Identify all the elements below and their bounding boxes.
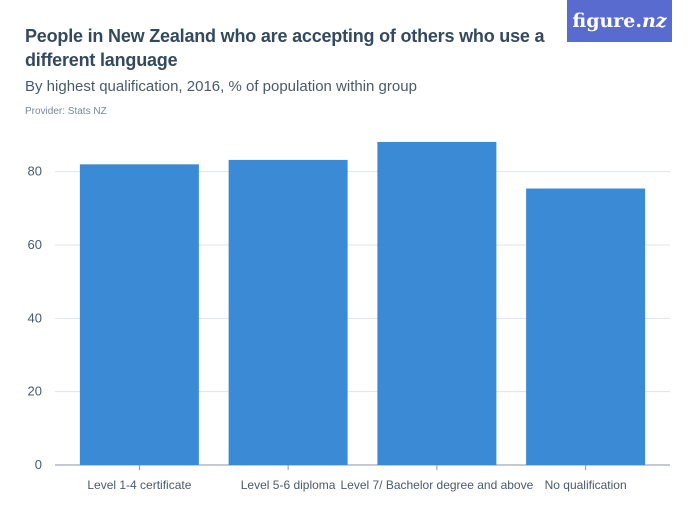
bars	[79, 141, 646, 466]
x-category-label: No qualification	[545, 478, 627, 492]
x-category-label: Level 7/ Bachelor degree and above	[340, 478, 533, 492]
y-tick-label: 20	[28, 384, 42, 399]
y-axis-ticks: 0 20 40 60 80	[28, 164, 42, 472]
x-category-label: Level 5-6 diploma	[241, 478, 336, 492]
y-tick-label: 80	[28, 164, 42, 179]
x-category-label: Level 1-4 certificate	[87, 478, 191, 492]
chart-title: People in New Zealand who are accepting …	[25, 26, 545, 70]
y-tick-label: 40	[28, 310, 42, 325]
y-tick-label: 0	[35, 457, 42, 472]
y-tick-label: 60	[28, 237, 42, 252]
bar[interactable]	[377, 141, 497, 465]
bar[interactable]	[79, 164, 199, 466]
bar[interactable]	[228, 159, 348, 465]
logo-text: figure.	[572, 10, 643, 32]
data-provider: Provider: Stats NZ	[25, 106, 107, 117]
x-axis-labels: Level 1-4 certificate Level 5-6 diploma Le…	[87, 465, 627, 492]
chart-subtitle: By highest qualification, 2016, % of pop…	[25, 78, 417, 95]
bar[interactable]	[526, 188, 646, 466]
logo-text-nz: nz	[642, 10, 667, 32]
figure-nz-logo[interactable]: figure. nz	[567, 0, 672, 42]
